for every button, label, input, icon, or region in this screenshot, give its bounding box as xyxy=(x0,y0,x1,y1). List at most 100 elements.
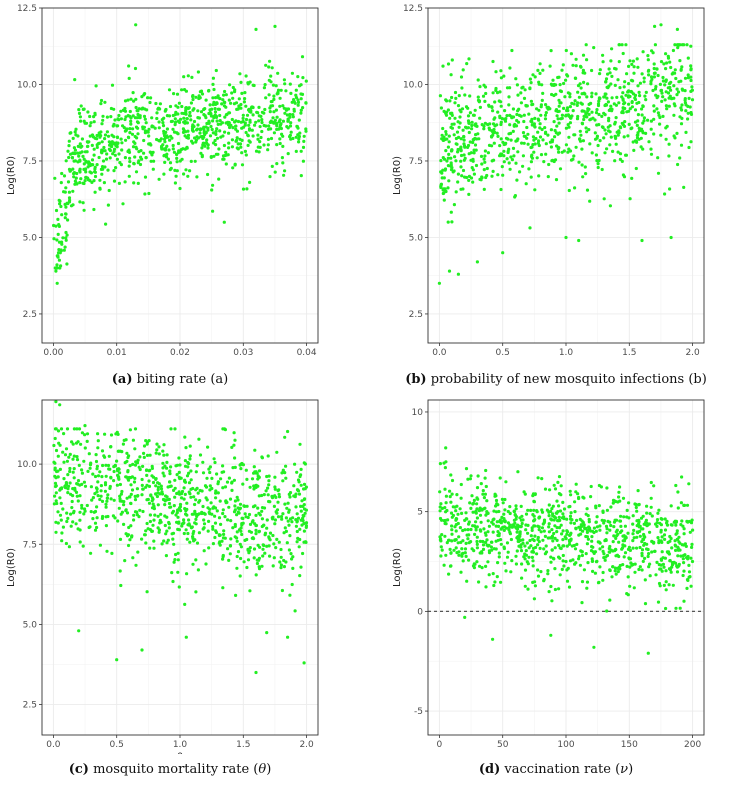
y-tick-label: 10.0 xyxy=(17,80,37,90)
data-point xyxy=(446,186,450,190)
data-point xyxy=(143,107,147,111)
data-point xyxy=(175,463,179,467)
data-point xyxy=(287,548,291,552)
data-point xyxy=(180,104,184,109)
data-point xyxy=(266,454,270,458)
data-point xyxy=(446,156,450,160)
data-point xyxy=(277,495,282,499)
data-point xyxy=(55,501,59,506)
data-point xyxy=(281,119,285,123)
data-point xyxy=(276,500,280,504)
data-point xyxy=(64,483,68,487)
data-point xyxy=(593,550,597,554)
data-point xyxy=(478,105,482,109)
data-point xyxy=(97,155,101,160)
x-tick-label: 0.5 xyxy=(110,740,124,750)
x-tick-label: 50 xyxy=(497,740,509,750)
data-point xyxy=(491,130,495,134)
data-point xyxy=(279,547,283,552)
data-point xyxy=(540,508,544,512)
data-point xyxy=(476,497,480,501)
data-point xyxy=(165,127,169,131)
data-point xyxy=(690,85,694,89)
data-point xyxy=(618,530,622,534)
data-point xyxy=(222,104,226,108)
data-point xyxy=(60,531,64,535)
data-point xyxy=(542,160,546,164)
data-point xyxy=(678,115,682,119)
data-point xyxy=(82,162,86,166)
data-point xyxy=(53,494,57,498)
data-point xyxy=(297,134,301,139)
data-point xyxy=(194,590,198,594)
data-point xyxy=(454,142,458,146)
data-point xyxy=(208,134,213,138)
data-point xyxy=(260,517,264,521)
data-point xyxy=(304,101,308,105)
data-point xyxy=(660,91,664,95)
data-point xyxy=(652,540,656,544)
data-point xyxy=(678,606,682,610)
data-point xyxy=(85,439,89,443)
data-point xyxy=(214,68,218,73)
data-point xyxy=(221,508,225,512)
data-point xyxy=(235,107,239,111)
caption-c-symbol: θ xyxy=(258,762,267,777)
data-point xyxy=(477,99,482,103)
data-point xyxy=(294,518,298,522)
data-point xyxy=(528,77,532,81)
data-point xyxy=(84,170,88,174)
data-point xyxy=(542,529,546,533)
data-point xyxy=(615,95,619,99)
data-point xyxy=(202,141,206,145)
data-point xyxy=(112,498,116,502)
data-point xyxy=(658,82,662,86)
data-point xyxy=(134,563,138,567)
data-point xyxy=(523,584,527,588)
data-point xyxy=(211,525,215,529)
data-point xyxy=(182,88,187,92)
data-point xyxy=(235,129,239,133)
data-point xyxy=(656,111,660,115)
data-point xyxy=(78,142,82,146)
data-point xyxy=(593,571,597,575)
data-point xyxy=(145,473,149,477)
data-point xyxy=(474,528,478,532)
data-point xyxy=(498,90,502,94)
chart-c: 0.00.51.01.52.02.55.07.510.0θLog(R0) xyxy=(6,399,319,754)
x-tick-label: 0 xyxy=(437,740,443,750)
data-point xyxy=(641,50,645,54)
data-point xyxy=(676,46,680,50)
data-point xyxy=(161,471,165,475)
data-point xyxy=(258,125,262,129)
data-point xyxy=(609,523,613,528)
data-point xyxy=(66,516,70,520)
data-point xyxy=(622,555,626,559)
data-point xyxy=(444,446,448,450)
data-point xyxy=(661,79,665,83)
data-point xyxy=(553,524,557,528)
data-point xyxy=(213,110,218,114)
data-point xyxy=(64,481,68,485)
data-point xyxy=(195,127,200,131)
data-point xyxy=(302,139,306,143)
caption-a-text: biting rate (a) xyxy=(136,372,229,387)
data-point xyxy=(598,139,602,143)
data-point xyxy=(282,531,286,535)
data-point xyxy=(115,157,119,161)
data-point xyxy=(544,111,548,115)
data-point xyxy=(304,524,308,528)
data-point xyxy=(261,543,265,547)
data-point xyxy=(643,535,647,539)
data-point xyxy=(256,477,260,481)
data-point xyxy=(628,557,633,561)
data-point xyxy=(445,99,449,103)
data-point xyxy=(625,72,629,76)
data-point xyxy=(643,578,647,582)
data-point xyxy=(462,138,466,142)
data-point xyxy=(131,91,135,95)
data-point xyxy=(278,560,282,564)
data-point xyxy=(198,453,203,457)
data-point xyxy=(637,126,641,130)
data-point xyxy=(502,519,506,523)
